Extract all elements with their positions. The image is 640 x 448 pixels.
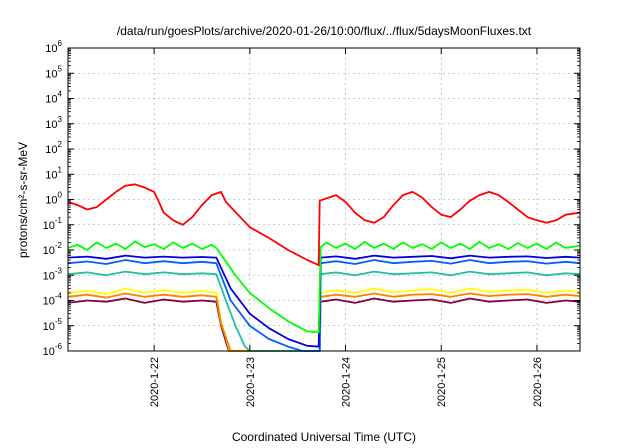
y-tick-label: 103 <box>45 115 62 131</box>
y-tick-label: 104 <box>45 90 62 106</box>
x-tick-label: 2020-1-23 <box>245 357 257 407</box>
y-axis-label: protons/cm²-s-sr-MeV <box>16 142 30 258</box>
series-line-7 <box>67 240 581 334</box>
y-tick-label: 10-1 <box>43 216 63 232</box>
series-group <box>67 183 581 352</box>
y-tick-label: 105 <box>45 64 62 80</box>
x-axis: 2020-1-22 2020-1-23 2020-1-24 2020-1-25 2020… <box>149 48 544 407</box>
x-tick-label: 2020-1-25 <box>436 357 448 407</box>
y-tick-label: 10-3 <box>43 266 63 282</box>
y-tick-label: 101 <box>45 165 62 181</box>
x-tick-label: 2020-1-24 <box>341 357 353 407</box>
y-tick-label: 10-6 <box>43 342 63 358</box>
y-tick-label: 102 <box>45 140 62 156</box>
y-tick-label: 10-4 <box>43 292 63 308</box>
y-axis: 10-6 10-5 10-4 10-3 10-2 10-1 100 101 102 103 104 1… <box>43 39 580 358</box>
x-tick-label: 2020-1-22 <box>149 357 161 407</box>
y-tick-label: 100 <box>45 191 62 207</box>
series-line-1 <box>67 297 581 352</box>
chart-title: /data/run/goesPlots/archive/2020-01-26/1… <box>117 24 532 38</box>
x-tick-label: 2020-1-26 <box>532 357 544 407</box>
y-tick-label: 106 <box>45 39 62 55</box>
series-line-4 <box>67 270 581 352</box>
y-tick-label: 10-2 <box>43 241 63 257</box>
y-tick-label: 10-5 <box>43 317 63 333</box>
series-line-8 <box>67 183 581 267</box>
x-axis-label: Coordinated Universal Time (UTC) <box>232 430 416 444</box>
series-line-2 <box>67 287 581 352</box>
series-line-3 <box>67 292 581 352</box>
